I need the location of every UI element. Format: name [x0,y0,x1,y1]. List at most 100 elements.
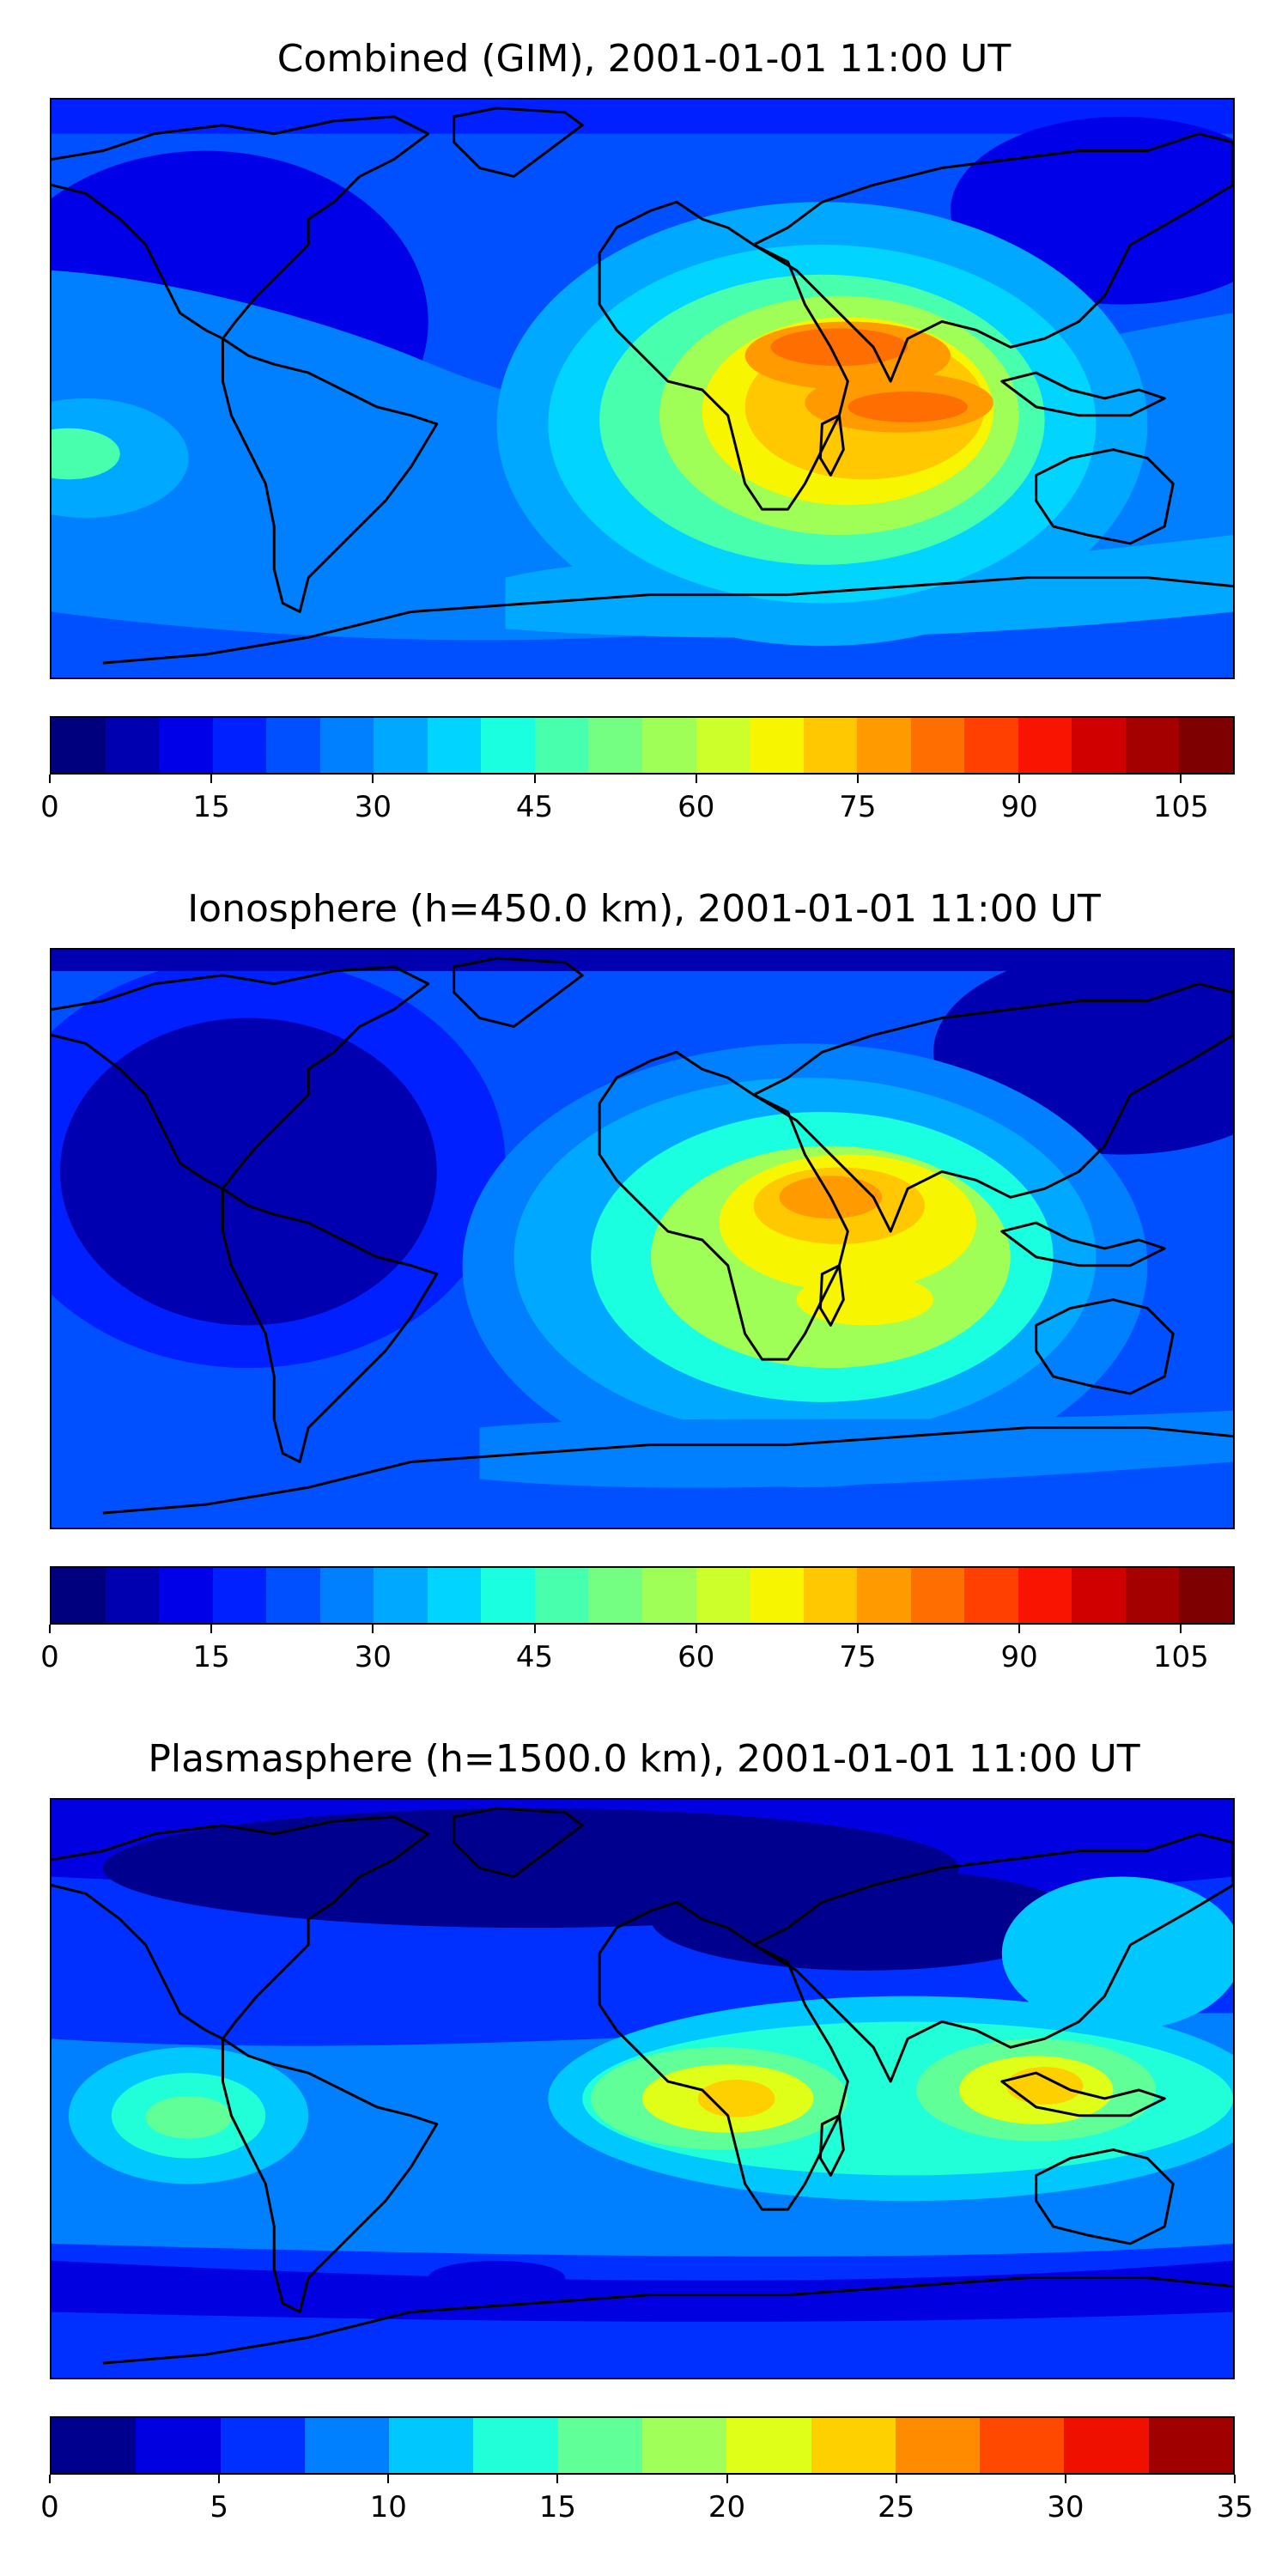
colorbar-segment [374,718,428,773]
colorbar-tick [856,1625,859,1633]
colorbar-segment [910,1568,965,1623]
colorbar-segment [319,1568,374,1623]
colorbar-tick-label: 25 [878,2490,915,2524]
colorbar-segment [1125,1568,1180,1623]
colorbar-segment [159,1568,213,1623]
colorbar-segment [642,1568,696,1623]
colorbar-segment [52,718,106,773]
colorbar-segment [159,718,213,773]
colorbar-tick-label: 45 [515,790,554,824]
colorbar-segment [266,718,320,773]
colorbar-tick [1018,1625,1021,1633]
coastlines [52,957,1233,1515]
colorbar-segment [803,718,858,773]
colorbar-tick [856,775,859,783]
panel-3-colorbar-ticks: 0 5 10 15 20 25 30 35 [40,2475,1254,2526]
panel-2-colorbar-ticks: 0 15 30 45 60 75 90 105 [40,1625,1235,1676]
colorbar-segment [319,718,374,773]
panel-3-map [50,1798,1235,2379]
colorbar-segment [726,2418,811,2473]
panel-1-colorbar-ticks: 0 15 30 45 60 75 90 105 [40,775,1235,826]
tec-map-combined [52,100,1233,677]
colorbar-segment [1072,1568,1126,1623]
colorbar-segment [473,2418,558,2473]
colorbar-segment [964,718,1018,773]
colorbar-tick [49,1625,51,1633]
colorbar-tick-label: 60 [677,790,715,824]
colorbar-tick [387,2475,390,2483]
colorbar-segment [641,2418,727,2473]
colorbar-segment [427,718,482,773]
colorbar-segment [304,2418,390,2473]
coastlines [52,1807,1233,2365]
colorbar-tick-label: 30 [354,790,392,824]
colorbar-segment [803,1568,858,1623]
colorbar-tick [218,2475,221,2483]
panel-1-title: Combined (GIM), 2001-01-01 11:00 UT [276,37,1012,81]
colorbar-tick [1180,1625,1182,1633]
colorbar-segment [750,718,804,773]
colorbar-segment [1179,718,1234,773]
colorbar-tick [1234,2475,1236,2483]
colorbar-tick [533,775,536,783]
colorbar-tick-label: 0 [40,790,59,824]
colorbar-segment [696,718,750,773]
colorbar-tick-label: 30 [1047,2490,1084,2524]
colorbar-segment [642,718,696,773]
tec-map-ionosphere [52,950,1233,1528]
colorbar-segment [696,1568,750,1623]
colorbar-tick-label: 20 [708,2490,746,2524]
coastlines [52,106,1233,665]
panel-2-title: Ionosphere (h=450.0 km), 2001-01-01 11:0… [187,887,1101,931]
panel-1-map [50,98,1235,679]
colorbar-segment [427,1568,482,1623]
colorbar-tick [726,2475,728,2483]
colorbar-segment [1018,718,1072,773]
colorbar-segment [52,2418,137,2473]
colorbar-segment [857,1568,911,1623]
colorbar-segment [52,1568,106,1623]
colorbar-tick [695,1625,697,1633]
colorbar-tick [49,775,51,783]
colorbar-segment [588,718,643,773]
colorbar-segment [534,1568,589,1623]
colorbar-tick-label: 10 [369,2490,407,2524]
panel-1-colorbar [50,716,1235,775]
panel-2-map [50,948,1235,1529]
panel-2-colorbar [50,1566,1235,1625]
colorbar-segment [374,1568,428,1623]
colorbar-segment [220,2418,305,2473]
colorbar-tick [895,2475,897,2483]
colorbar-segment [212,718,267,773]
panel-3-title: Plasmasphere (h=1500.0 km), 2001-01-01 1… [148,1737,1140,1781]
colorbar-segment [588,1568,643,1623]
colorbar-tick-label: 15 [538,2490,577,2524]
colorbar-tick-label: 15 [192,790,230,824]
colorbar-segment [557,2418,642,2473]
colorbar-segment [1148,2418,1233,2473]
colorbar-tick-label: 15 [192,1640,230,1674]
colorbar-tick-label: 0 [40,2490,59,2524]
colorbar-tick [372,775,374,783]
colorbar-tick-label: 0 [40,1640,59,1674]
colorbar-tick [210,1625,213,1633]
colorbar-segment [964,1568,1018,1623]
colorbar-tick [210,775,213,783]
colorbar-segment [857,718,911,773]
panel-3-colorbar [50,2416,1235,2475]
colorbar-tick-label: 90 [1000,1640,1038,1674]
colorbar-segment [1064,2418,1149,2473]
colorbar-segment [750,1568,804,1623]
colorbar-segment [1018,1568,1072,1623]
colorbar-tick-label: 5 [210,2490,228,2524]
colorbar-tick-label: 105 [1152,790,1209,824]
colorbar-tick [1180,775,1182,783]
colorbar-tick-label: 35 [1216,2490,1254,2524]
colorbar-segment [105,1568,160,1623]
colorbar-tick-label: 75 [839,1640,877,1674]
colorbar-tick-label: 60 [677,1640,715,1674]
colorbar-segment [980,2418,1065,2473]
colorbar-segment [1072,718,1126,773]
colorbar-tick [372,1625,374,1633]
colorbar-segment [910,718,965,773]
